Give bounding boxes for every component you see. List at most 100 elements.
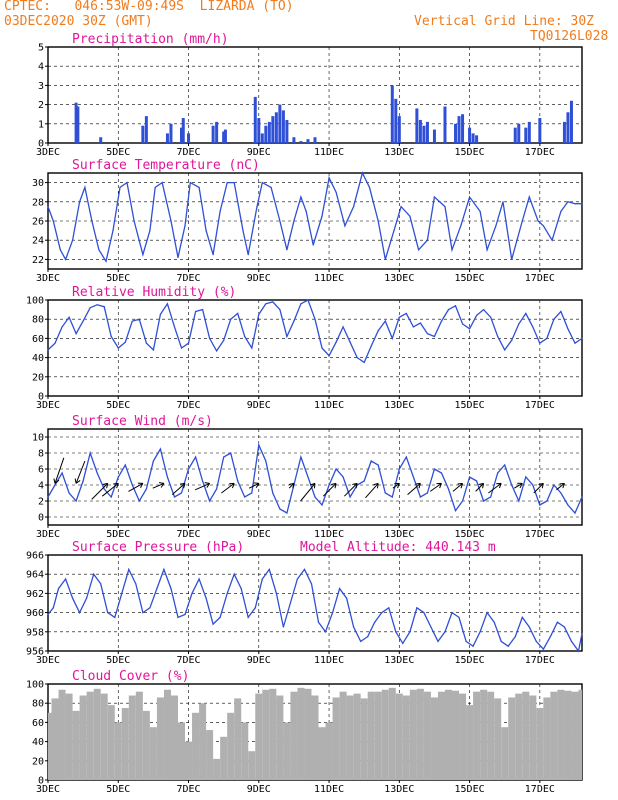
surface-wind-point bbox=[335, 468, 337, 470]
surface-wind-point bbox=[145, 488, 147, 490]
surface-wind-xtick-label: 15DEC bbox=[455, 529, 485, 540]
surface-wind-point bbox=[426, 492, 429, 494]
cloud-cover-bar bbox=[48, 712, 52, 780]
surface-pressure-point bbox=[331, 612, 334, 614]
precipitation-bar bbox=[299, 141, 303, 143]
surface-wind-ytick-label: 4 bbox=[38, 481, 44, 492]
surface-wind-point bbox=[447, 488, 450, 490]
relative-humidity-point bbox=[363, 361, 365, 363]
precipitation-bar bbox=[397, 116, 401, 143]
surface-wind-point bbox=[574, 512, 576, 514]
cloud-cover-ytick-label: 0 bbox=[38, 776, 44, 787]
cloud-cover-bar bbox=[416, 688, 424, 780]
surface-pressure-point bbox=[542, 648, 544, 650]
cloud-cover-bar bbox=[346, 695, 354, 780]
cloud-cover-bar bbox=[508, 697, 516, 780]
surface-wind-point bbox=[384, 492, 386, 494]
wind-vector bbox=[452, 483, 463, 492]
wind-vector-head bbox=[74, 478, 81, 484]
precipitation-xtick-label: 17DEC bbox=[525, 147, 555, 158]
surface-wind-point bbox=[328, 484, 330, 486]
wind-vector bbox=[54, 457, 65, 484]
wind-vector-head bbox=[310, 482, 316, 489]
surface-pressure-point bbox=[353, 626, 355, 628]
wind-vector bbox=[152, 482, 165, 489]
surface-wind-point bbox=[230, 452, 232, 454]
surface-wind-panel: 0 2 4 6 8 10 3DEC 5DEC 7DEC 9DEC 11DEC 13DEC 15DEC 17… bbox=[32, 414, 583, 540]
surface-pressure-point bbox=[282, 626, 284, 628]
surface-temperature-point bbox=[368, 186, 371, 188]
surface-wind-point bbox=[560, 492, 562, 494]
precipitation-bar bbox=[222, 131, 226, 143]
cloud-cover-bar bbox=[557, 689, 565, 780]
surface-temperature-point bbox=[154, 186, 156, 188]
cloud-cover-bar bbox=[72, 710, 80, 780]
surface-temperature-point bbox=[502, 201, 504, 203]
surface-wind-point bbox=[131, 484, 133, 486]
wind-vector-head bbox=[253, 482, 260, 488]
surface-pressure-point bbox=[184, 613, 186, 616]
relative-humidity-point bbox=[307, 299, 309, 301]
surface-wind-point bbox=[180, 492, 183, 494]
surface-wind-xtick-label: 5DEC bbox=[106, 529, 130, 540]
surface-pressure-point bbox=[107, 612, 109, 614]
wind-vector-head bbox=[538, 482, 544, 489]
surface-pressure-point bbox=[289, 602, 292, 604]
precipitation-bar bbox=[144, 116, 148, 143]
wind-vector bbox=[91, 483, 109, 500]
surface-pressure-ytick-label: 964 bbox=[26, 570, 44, 581]
surface-temperature-point bbox=[581, 203, 583, 205]
surface-temperature-point bbox=[384, 258, 386, 260]
surface-pressure-ytick-label: 956 bbox=[26, 647, 44, 658]
surface-wind-point bbox=[391, 496, 393, 498]
precipitation-bar bbox=[415, 108, 419, 143]
surface-pressure-point bbox=[486, 612, 488, 614]
surface-pressure-point bbox=[324, 631, 327, 633]
precipitation-bar bbox=[165, 133, 169, 143]
relative-humidity-point bbox=[560, 310, 562, 313]
surface-temperature-ytick-label: 28 bbox=[32, 197, 44, 208]
relative-humidity-point bbox=[426, 333, 429, 335]
surface-temperature-point bbox=[321, 215, 323, 217]
surface-temperature-point bbox=[328, 177, 330, 179]
cloud-cover-bar bbox=[185, 741, 193, 780]
surface-wind-point bbox=[187, 468, 190, 470]
precipitation-bar bbox=[264, 125, 268, 143]
relative-humidity-point bbox=[209, 337, 211, 339]
surface-temperature-point bbox=[279, 220, 281, 222]
surface-pressure-point bbox=[507, 645, 509, 647]
wind-vector-head bbox=[436, 482, 442, 489]
surface-pressure-point bbox=[310, 583, 313, 585]
cloud-cover-ytick-label: 20 bbox=[32, 756, 44, 767]
surface-pressure-point bbox=[514, 636, 516, 638]
surface-wind-title: Surface Wind (m/s) bbox=[72, 414, 213, 429]
relative-humidity-point bbox=[483, 309, 485, 311]
relative-humidity-point bbox=[166, 303, 169, 305]
cloud-cover-bar bbox=[536, 708, 544, 780]
cloud-cover-bar bbox=[381, 689, 389, 780]
wind-vector bbox=[101, 483, 119, 497]
cloud-cover-bar bbox=[128, 695, 136, 780]
wind-vector-head bbox=[288, 482, 295, 489]
surface-temperature-point bbox=[409, 215, 411, 217]
relative-humidity-point bbox=[497, 335, 499, 338]
surface-wind-point bbox=[82, 480, 84, 482]
surface-pressure-point bbox=[177, 616, 179, 619]
wind-vector-head bbox=[179, 482, 186, 489]
relative-humidity-point bbox=[490, 316, 492, 318]
cloud-cover-xtick-label: 11DEC bbox=[314, 784, 344, 795]
surface-wind-point bbox=[300, 456, 302, 458]
wind-vector-head bbox=[496, 482, 502, 489]
wind-vector bbox=[248, 482, 260, 489]
surface-temperature-xtick-label: 15DEC bbox=[455, 273, 485, 284]
surface-temperature-point bbox=[400, 206, 402, 208]
relative-humidity-point bbox=[447, 309, 450, 311]
wind-vector bbox=[488, 482, 502, 494]
surface-temperature-point bbox=[98, 249, 100, 251]
cloud-cover-bar bbox=[227, 712, 235, 780]
precipitation-bar bbox=[99, 137, 103, 143]
surface-pressure-ytick-label: 958 bbox=[26, 627, 44, 638]
surface-temperature-xtick-label: 5DEC bbox=[106, 273, 130, 284]
precipitation-bar bbox=[274, 112, 278, 143]
cloud-cover-xtick-label: 7DEC bbox=[176, 784, 200, 795]
